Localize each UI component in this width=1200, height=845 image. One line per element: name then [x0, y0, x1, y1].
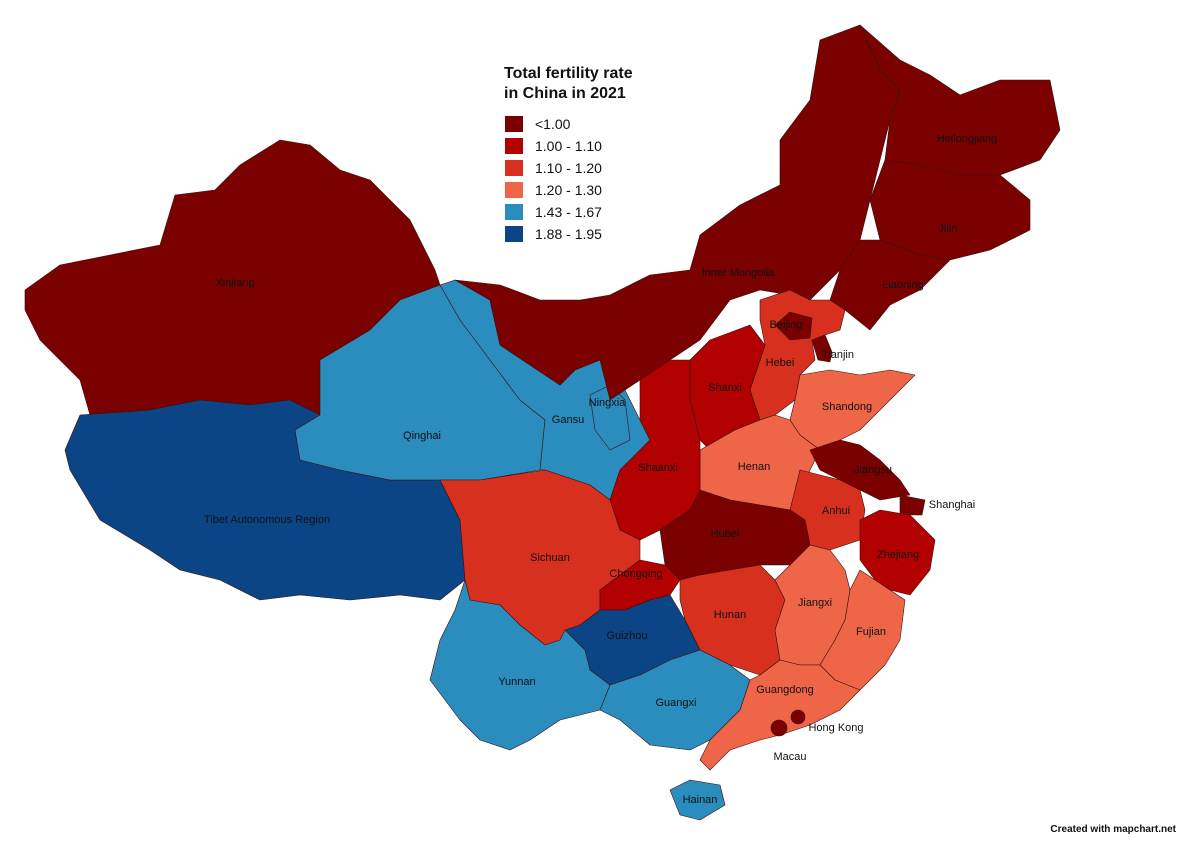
- province-shape: [819, 569, 906, 691]
- legend-swatch: [505, 182, 523, 198]
- legend-label: <1.00: [535, 116, 571, 132]
- legend-swatch: [505, 138, 523, 154]
- province-label: Hubei: [711, 528, 740, 540]
- legend-swatch: [505, 226, 523, 242]
- province-shape: [811, 334, 833, 363]
- legend-swatch: [505, 204, 523, 220]
- province-shape: [699, 659, 861, 771]
- province-label: Shanghai: [929, 499, 976, 511]
- province-label: Zhejiang: [877, 549, 919, 561]
- legend: <1.00 1.00 - 1.10 1.10 - 1.20 1.20 - 1.30 1.…: [505, 113, 602, 245]
- province-label: Guangxi: [656, 697, 697, 709]
- province-label: Tianjin: [822, 349, 854, 361]
- province-label: Jiangxi: [798, 597, 832, 609]
- province-shape: [829, 239, 951, 331]
- legend-item: 1.20 - 1.30: [505, 179, 602, 201]
- province-label: Hunan: [714, 609, 746, 621]
- province-shape: [770, 719, 788, 737]
- map-title: Total fertility rate in China in 2021: [504, 65, 633, 102]
- legend-item: 1.43 - 1.67: [505, 201, 602, 223]
- legend-label: 1.88 - 1.95: [535, 226, 602, 242]
- province-label: Jiangsu: [854, 464, 892, 476]
- province-label: Ningxia: [589, 397, 627, 409]
- province-label: Hong Kong: [808, 722, 863, 734]
- province-label: Macau: [773, 751, 806, 763]
- province-shape: [669, 779, 726, 821]
- province-shape: [809, 439, 911, 501]
- province-shape: [790, 709, 806, 725]
- province-label: Shanxi: [708, 382, 742, 394]
- province-label: Xinjiang: [215, 277, 254, 289]
- legend-item: 1.10 - 1.20: [505, 157, 602, 179]
- province-label: Henan: [738, 461, 770, 473]
- province-label: Sichuan: [530, 552, 570, 564]
- legend-swatch: [505, 160, 523, 176]
- province-shape: [774, 311, 813, 341]
- province-shape: [869, 159, 1031, 261]
- legend-item: 1.88 - 1.95: [505, 223, 602, 245]
- legend-label: 1.00 - 1.10: [535, 138, 602, 154]
- province-label: Hebei: [766, 357, 795, 369]
- province-label: Jilin: [939, 223, 958, 235]
- province-label: Fujian: [856, 626, 886, 638]
- legend-label: 1.20 - 1.30: [535, 182, 602, 198]
- province-label: Inner Mongolia: [702, 267, 776, 279]
- legend-label: 1.43 - 1.67: [535, 204, 602, 220]
- province-label: Qinghai: [403, 430, 441, 442]
- province-label: Hainan: [683, 794, 718, 806]
- province-label: Guangdong: [756, 684, 814, 696]
- province-label: Anhui: [822, 505, 850, 517]
- credit: Created with mapchart.net: [1050, 824, 1176, 835]
- province-label: Liaoning: [882, 279, 924, 291]
- province-shape: [454, 24, 901, 401]
- province-shape: [899, 494, 926, 516]
- province-label: Chongqing: [609, 568, 662, 580]
- province-label: Tibet Autonomous Region: [204, 514, 330, 526]
- province-label: Gansu: [552, 414, 584, 426]
- province-label: Yunnan: [498, 676, 535, 688]
- province-label: Shaanxi: [638, 462, 678, 474]
- province-label: Beijing: [769, 319, 802, 331]
- legend-swatch: [505, 116, 523, 132]
- legend-item: <1.00: [505, 113, 602, 135]
- legend-label: 1.10 - 1.20: [535, 160, 602, 176]
- province-label: Shandong: [822, 401, 872, 413]
- legend-item: 1.00 - 1.10: [505, 135, 602, 157]
- province-shape: [859, 24, 1061, 176]
- province-shape: [859, 509, 936, 596]
- province-label: Guizhou: [607, 630, 648, 642]
- province-label: Heilongjiang: [937, 133, 998, 145]
